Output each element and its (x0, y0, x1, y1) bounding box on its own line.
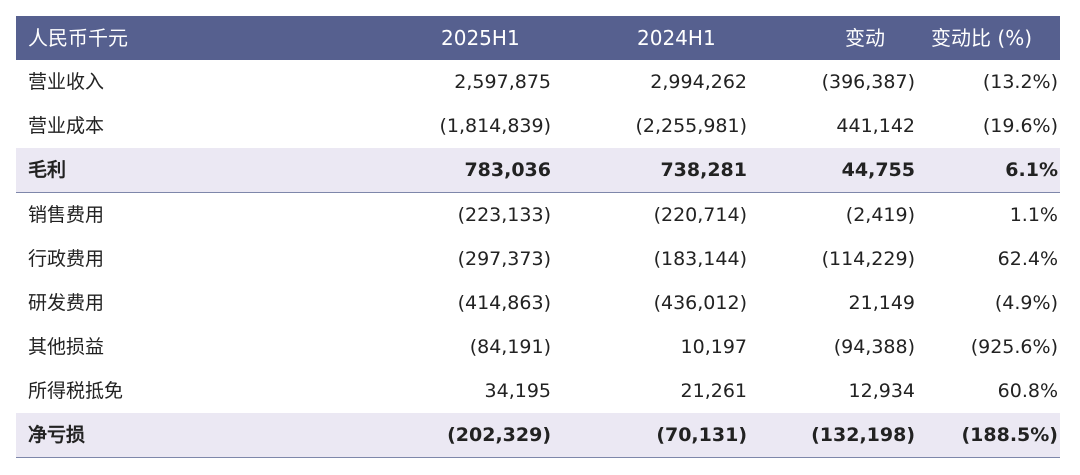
value-change: (396,387) (821, 71, 915, 93)
header-change-pct: 变动比 (%) (931, 26, 1032, 50)
table-header: 人民币千元 2025H1 2024H1 变动 变动比 (%) (16, 16, 1060, 60)
value-change-pct: (4.9%) (994, 292, 1058, 314)
row-label: 净亏损 (28, 424, 86, 446)
table-row: 其他损益 (84,191) 10,197 (94,388) (925.6%) (16, 325, 1060, 369)
value-change-pct: 1.1% (1009, 204, 1058, 226)
value-change-pct: (925.6%) (970, 336, 1058, 358)
value-2024h1: 738,281 (660, 159, 747, 181)
value-2024h1: 21,261 (680, 380, 747, 402)
value-2025h1: 34,195 (484, 380, 551, 402)
value-2025h1: (202,329) (447, 424, 551, 446)
table-row: 营业成本 (1,814,839) (2,255,981) 441,142 (19… (16, 104, 1060, 148)
row-label: 所得税抵免 (28, 380, 124, 402)
header-2024h1: 2024H1 (637, 26, 716, 50)
table-row-highlight: 毛利 783,036 738,281 44,755 6.1% (16, 148, 1060, 193)
value-2024h1: 10,197 (680, 336, 747, 358)
row-label: 销售费用 (28, 204, 105, 226)
header-unit: 人民币千元 (28, 26, 128, 50)
value-change: 21,149 (848, 292, 915, 314)
value-2024h1: (436,012) (653, 292, 747, 314)
value-2025h1: (84,191) (469, 336, 551, 358)
table-row-highlight: 净亏损 (202,329) (70,131) (132,198) (188.5%… (16, 413, 1060, 458)
value-change-pct: (188.5%) (961, 424, 1058, 446)
value-change: (94,388) (833, 336, 915, 358)
row-label: 研发费用 (28, 292, 105, 314)
value-change: 441,142 (836, 115, 915, 137)
value-change-pct: (19.6%) (982, 115, 1058, 137)
value-2024h1: 2,994,262 (650, 71, 747, 93)
value-2024h1: (2,255,981) (635, 115, 747, 137)
value-change-pct: (13.2%) (982, 71, 1058, 93)
value-2024h1: (70,131) (656, 424, 747, 446)
value-change: 12,934 (848, 380, 915, 402)
value-change-pct: 60.8% (997, 380, 1058, 402)
value-2025h1: 2,597,875 (454, 71, 551, 93)
value-2025h1: (223,133) (457, 204, 551, 226)
value-2025h1: (414,863) (457, 292, 551, 314)
value-2025h1: (1,814,839) (439, 115, 551, 137)
table-row: 所得税抵免 34,195 21,261 12,934 60.8% (16, 369, 1060, 413)
row-label: 其他损益 (28, 336, 105, 358)
row-label: 营业收入 (28, 71, 105, 93)
value-change-pct: 6.1% (1005, 159, 1058, 181)
value-change: (114,229) (821, 248, 915, 270)
header-2025h1: 2025H1 (441, 26, 520, 50)
value-change-pct: 62.4% (997, 248, 1058, 270)
row-label: 毛利 (28, 159, 67, 181)
value-change: (132,198) (811, 424, 915, 446)
value-2024h1: (220,714) (653, 204, 747, 226)
row-label: 行政费用 (28, 248, 105, 270)
table-row: 行政费用 (297,373) (183,144) (114,229) 62.4% (16, 237, 1060, 281)
value-change: 44,755 (841, 159, 915, 181)
row-label: 营业成本 (28, 115, 105, 137)
header-change: 变动 (845, 26, 885, 50)
table-row: 销售费用 (223,133) (220,714) (2,419) 1.1% (16, 193, 1060, 237)
table-row: 研发费用 (414,863) (436,012) 21,149 (4.9%) (16, 281, 1060, 325)
value-2025h1: 783,036 (464, 159, 551, 181)
value-change: (2,419) (845, 204, 915, 226)
value-2024h1: (183,144) (653, 248, 747, 270)
financial-table: 人民币千元 2025H1 2024H1 变动 变动比 (%) 营业收入 2,59… (16, 16, 1060, 458)
table-row: 营业收入 2,597,875 2,994,262 (396,387) (13.2… (16, 60, 1060, 104)
value-2025h1: (297,373) (457, 248, 551, 270)
